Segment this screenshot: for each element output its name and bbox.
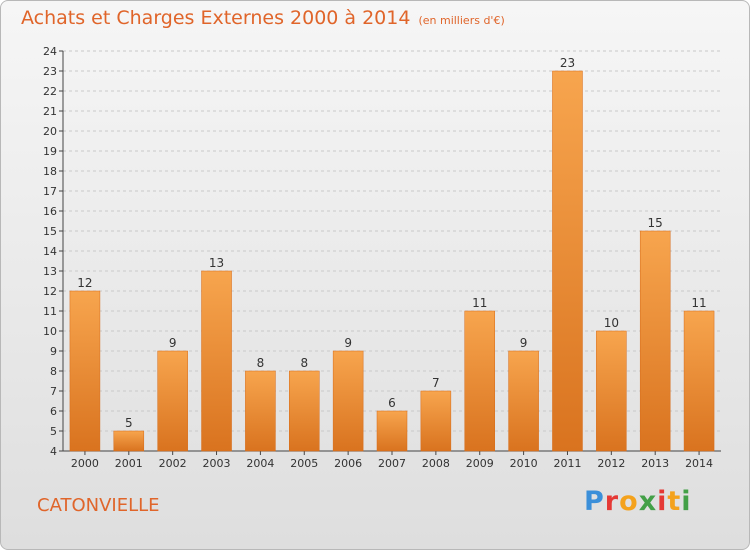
value-label-2013: 15 [648, 216, 663, 230]
logo-letter: i [657, 486, 668, 517]
y-tick-label: 17 [43, 185, 57, 198]
y-tick-label: 22 [43, 85, 57, 98]
y-tick-label: 6 [50, 405, 57, 418]
y-tick-label: 15 [43, 225, 57, 238]
value-label-2011: 23 [560, 56, 575, 70]
chart-title: Achats et Charges Externes 2000 à 2014 (e… [21, 7, 505, 29]
x-tick-label: 2011 [553, 457, 581, 470]
bar-2007 [376, 410, 408, 452]
x-tick-label: 2000 [71, 457, 99, 470]
value-label-2000: 12 [77, 276, 92, 290]
y-tick-label: 23 [43, 65, 57, 78]
x-tick-label: 2001 [115, 457, 143, 470]
bar-2001 [113, 430, 145, 452]
x-tick-label: 2009 [466, 457, 494, 470]
bar-2009 [464, 310, 495, 452]
x-tick-label: 2014 [685, 457, 713, 470]
bar-2010 [508, 350, 539, 452]
value-label-2012: 10 [604, 316, 619, 330]
y-tick-label: 7 [50, 385, 57, 398]
y-tick-label: 24 [43, 45, 57, 58]
value-label-2007: 6 [388, 396, 396, 410]
bar-2006 [332, 350, 364, 452]
labels: 4 5 6 7 8 9 10 11 12 13 14 15 16 17 18 19 20 21 22 23 24 2000… [43, 45, 713, 470]
y-tick-label: 12 [43, 285, 57, 298]
y-tick-label: 13 [43, 265, 57, 278]
bar-2013 [639, 230, 671, 452]
x-tick-label: 2003 [203, 457, 231, 470]
value-label-2004: 8 [257, 356, 265, 370]
x-tick-label: 2004 [246, 457, 274, 470]
x-tick-label: 2006 [334, 457, 362, 470]
y-tick-label: 16 [43, 205, 57, 218]
value-label-2002: 9 [169, 336, 177, 350]
value-label-2003: 13 [209, 256, 224, 270]
value-label-2006: 9 [344, 336, 352, 350]
bar-2003 [201, 270, 232, 452]
y-tick-label: 20 [43, 125, 57, 138]
bar-2000 [69, 290, 101, 452]
x-tick-label: 2013 [641, 457, 669, 470]
value-label-2009: 11 [472, 296, 487, 310]
value-label-2014: 11 [691, 296, 706, 310]
bars [69, 70, 715, 452]
x-tick-label: 2002 [159, 457, 187, 470]
bar-2012 [596, 330, 627, 452]
y-tick-label: 10 [43, 325, 57, 338]
value-label-2001: 5 [125, 416, 133, 430]
proxiti-logo: Proxiti [584, 486, 692, 517]
y-tick-label: 11 [43, 305, 57, 318]
y-tick-label: 14 [43, 245, 57, 258]
y-tick-label: 18 [43, 165, 57, 178]
y-tick-label: 9 [50, 345, 57, 358]
y-tick-label: 4 [50, 445, 57, 458]
bar-2002 [157, 350, 188, 452]
x-tick-label: 2010 [510, 457, 538, 470]
logo-letter: P [584, 486, 605, 517]
bar-2011 [552, 70, 583, 452]
bar-2014 [683, 310, 715, 452]
commune-name: CATONVIELLE [37, 495, 160, 516]
logo-letter: o [619, 486, 639, 517]
y-tick-label: 21 [43, 105, 57, 118]
logo-letter: x [638, 486, 658, 517]
value-label-2010: 9 [520, 336, 528, 350]
chart-unit: (en milliers d'€) [418, 14, 505, 27]
bar-2005 [289, 370, 320, 452]
bar-2004 [245, 370, 276, 452]
x-tick-label: 2012 [597, 457, 625, 470]
chart-title-text: Achats et Charges Externes 2000 à 2014 [21, 7, 411, 29]
value-label-2008: 7 [432, 376, 440, 390]
y-tick-label: 5 [50, 425, 57, 438]
x-tick-label: 2005 [290, 457, 318, 470]
bar-2008 [420, 390, 452, 452]
logo-letter: r [604, 486, 620, 517]
x-tick-label: 2007 [378, 457, 406, 470]
logo-letter: t [667, 486, 682, 517]
y-tick-label: 8 [50, 365, 57, 378]
x-tick-label: 2008 [422, 457, 450, 470]
value-label-2005: 8 [300, 356, 308, 370]
logo-letter: i [681, 486, 692, 517]
y-tick-label: 19 [43, 145, 57, 158]
